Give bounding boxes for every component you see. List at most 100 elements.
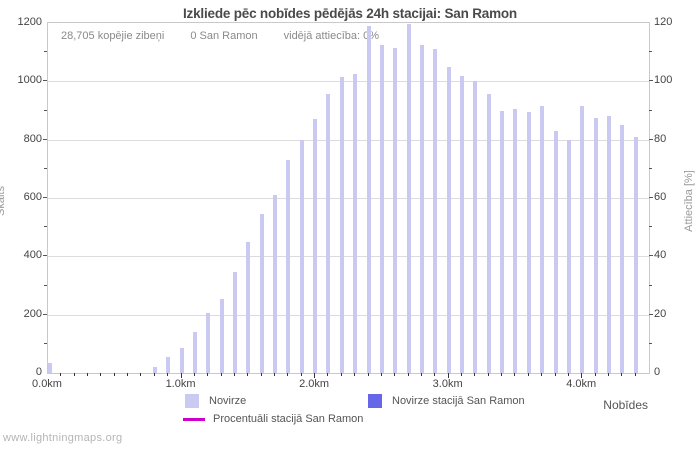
bar [540, 106, 545, 373]
y-axis-tick-label-left: 0 [35, 366, 42, 378]
bar [593, 117, 598, 373]
bar [299, 139, 304, 373]
bar [219, 298, 224, 373]
y-axis-tick-label-left: 1000 [17, 74, 42, 87]
y-axis-tick [44, 226, 47, 228]
bar [259, 214, 264, 373]
grid-line [48, 198, 649, 199]
y-axis-tick [649, 342, 652, 344]
bar [152, 367, 157, 373]
x-axis-tick [127, 373, 128, 376]
x-axis-tick-label: 1.0km [165, 378, 196, 390]
x-axis-tick [528, 373, 529, 376]
x-axis-tick [581, 373, 582, 378]
legend-swatch-novirze [185, 394, 199, 408]
x-axis-tick [488, 373, 489, 376]
y-axis-tick-label-right: 80 [654, 132, 667, 145]
y-axis-tick [649, 255, 653, 257]
x-axis-tick [381, 373, 382, 376]
x-axis-tick [434, 373, 435, 376]
bar [566, 139, 571, 373]
legend-item-novirze: Novirze [185, 394, 246, 408]
y-axis-tick [43, 80, 47, 82]
x-axis-tick-label: 2.0km [299, 378, 330, 390]
x-axis-tick [221, 373, 222, 376]
x-axis-tick [87, 373, 88, 376]
x-axis-tick [608, 373, 609, 376]
bar [206, 313, 211, 373]
x-axis-tick [394, 373, 395, 376]
y-axis-tick [649, 284, 652, 286]
bar [460, 75, 465, 373]
y-axis-tick-label-right: 40 [654, 249, 667, 262]
x-axis-tick [541, 373, 542, 376]
y-axis-tick [44, 284, 47, 286]
y-axis-tick-label-right: 120 [654, 16, 673, 28]
x-axis-tick [501, 373, 502, 376]
bar [526, 111, 531, 373]
x-axis-tick [368, 373, 369, 376]
bar [419, 44, 424, 373]
y-axis-tick-label-right: 100 [654, 74, 673, 87]
y-axis-tick [43, 313, 47, 315]
grid-line [48, 139, 649, 141]
bar [580, 106, 585, 373]
x-axis-tick [234, 373, 235, 376]
y-axis-tick-label-left: 400 [23, 249, 42, 262]
bar [513, 109, 518, 373]
y-axis-tick [44, 342, 47, 344]
y-axis-tick [43, 255, 47, 257]
chart-title: Izkliede pēc nobīdes pēdējās 24h stacija… [183, 6, 517, 21]
x-axis-tick [621, 373, 622, 376]
legend-swatch-ratio-line [183, 417, 205, 421]
bar [500, 110, 505, 373]
legend-label-novirze: Novirze [209, 395, 247, 407]
x-axis-tick [247, 373, 248, 376]
x-axis-tick [100, 373, 101, 376]
y-axis-tick [44, 167, 47, 169]
x-axis-tick [261, 373, 262, 376]
x-axis-tick [595, 373, 596, 376]
x-axis-tick [301, 373, 302, 376]
x-axis-tick [274, 373, 275, 376]
y-axis-tick [649, 226, 652, 228]
legend-label-ratio-line: Procentuāli stacijā San Ramon [213, 413, 364, 425]
x-axis-tick [114, 373, 115, 376]
y-axis-tick-label-right: 20 [654, 307, 667, 320]
bar [313, 119, 318, 373]
legend-label-station: Novirze stacijā San Ramon [392, 395, 525, 407]
y-axis-tick-label-left: 200 [23, 307, 42, 320]
bar [393, 47, 398, 373]
bar [326, 94, 331, 373]
grid-line [48, 256, 649, 258]
watermark: www.lightningmaps.org [3, 432, 123, 444]
y-axis-tick-label-right: 0 [654, 366, 661, 378]
y-axis-tick-label-left: 1200 [17, 16, 42, 28]
station-strikes-stat: 0 San Ramon [190, 30, 258, 42]
x-axis-tick [181, 373, 182, 378]
avg-ratio-stat: vidējā attiecība: 0% [283, 30, 380, 42]
y-axis-tick [649, 109, 652, 111]
y-axis-tick-label-right: 60 [654, 191, 667, 203]
x-axis-title: Nobīdes [603, 398, 648, 412]
bar [553, 130, 558, 373]
bar [633, 136, 638, 373]
y-axis-tick [649, 197, 653, 198]
bar [366, 25, 371, 373]
bar [232, 272, 237, 373]
plot-area: 28,705 kopējie zibeņi 0 San Ramon vidējā… [47, 22, 650, 374]
y-axis-tick [649, 138, 653, 140]
x-axis-tick [408, 373, 409, 376]
legend-item-station: Novirze stacijā San Ramon [368, 394, 525, 408]
y-axis-tick [649, 80, 653, 82]
bar [286, 160, 291, 373]
grid-line [48, 314, 649, 316]
x-axis-tick [354, 373, 355, 376]
legend-item-ratio-line: Procentuāli stacijā San Ramon [183, 413, 363, 425]
x-axis-tick [635, 373, 636, 376]
x-axis-tick [314, 373, 315, 378]
bar [406, 24, 411, 373]
bar [353, 74, 358, 373]
bar [606, 116, 611, 373]
